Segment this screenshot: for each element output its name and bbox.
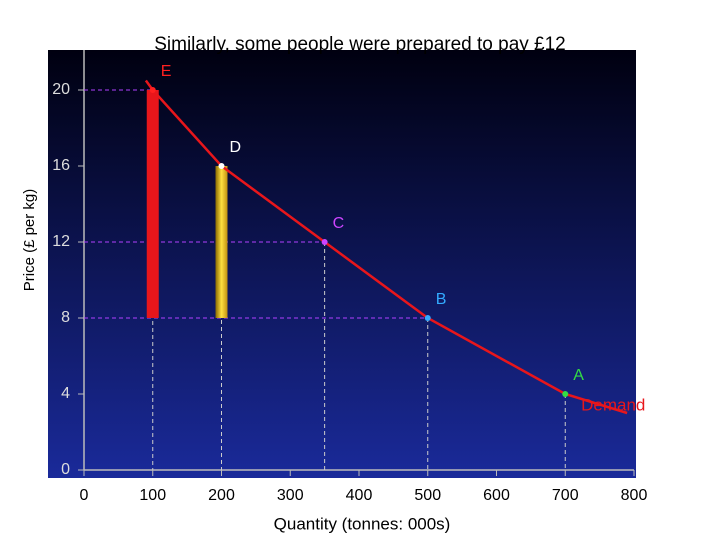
x-tick-label: 300 (277, 487, 304, 504)
y-tick-label: 16 (52, 157, 70, 174)
x-tick-label: 800 (621, 487, 648, 504)
legend-label: Demand (581, 395, 645, 414)
bar (215, 166, 228, 318)
x-tick-label: 700 (552, 487, 579, 504)
point (321, 239, 328, 245)
point-label: C (333, 215, 345, 232)
point-label: A (573, 367, 584, 384)
plot-background (48, 50, 636, 478)
point (424, 315, 431, 321)
x-tick-label: 500 (414, 487, 441, 504)
point-label: B (436, 291, 447, 308)
x-tick-label: 600 (483, 487, 510, 504)
x-tick-label: 200 (208, 487, 235, 504)
y-tick-label: 0 (61, 461, 70, 478)
point (562, 391, 569, 397)
point-label: E (161, 63, 172, 80)
point (218, 163, 225, 169)
chart-title: Similarly, some people were prepared to … (154, 34, 566, 55)
x-tick-label: 100 (139, 487, 166, 504)
point (149, 87, 156, 93)
bar (146, 90, 159, 318)
point-label: D (230, 139, 242, 156)
x-tick-label: 0 (80, 487, 89, 504)
x-tick-label: 400 (346, 487, 373, 504)
x-axis-label: Quantity (tonnes: 000s) (274, 514, 451, 533)
y-tick-label: 8 (61, 309, 70, 326)
y-tick-label: 4 (61, 385, 70, 402)
y-axis-label: Price (£ per kg) (21, 189, 38, 292)
y-tick-label: 12 (52, 233, 70, 250)
y-tick-label: 20 (52, 81, 70, 98)
